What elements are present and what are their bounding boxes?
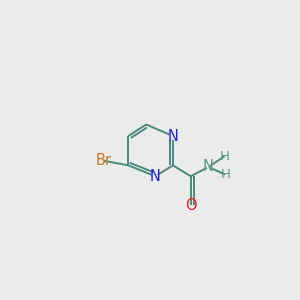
Text: O: O — [185, 198, 197, 213]
Text: N: N — [150, 169, 161, 184]
Text: N: N — [203, 160, 214, 175]
Text: H: H — [220, 168, 230, 181]
Text: Br: Br — [96, 153, 112, 168]
Text: N: N — [167, 128, 178, 143]
Text: H: H — [220, 150, 230, 163]
